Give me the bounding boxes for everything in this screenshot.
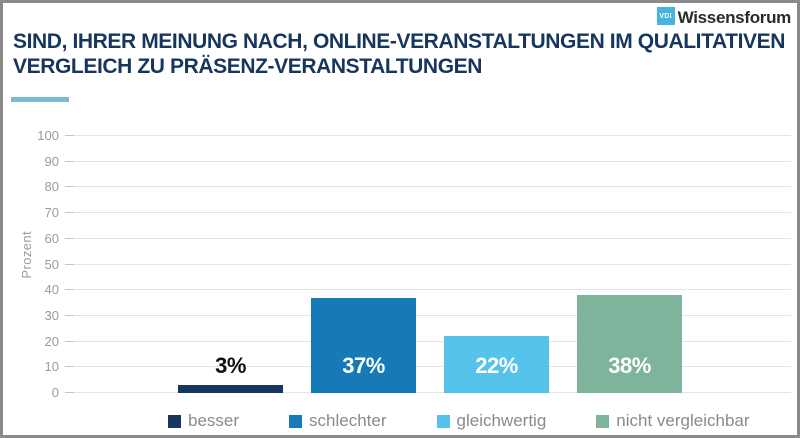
- legend-swatch-icon: [168, 414, 181, 428]
- page-title-line-1: SIND, IHRER MEINUNG NACH, ONLINE-VERANST…: [13, 30, 786, 53]
- y-tick-label: 90: [44, 153, 59, 169]
- legend-label: besser: [188, 411, 240, 430]
- gridline: [65, 135, 791, 136]
- legend-swatch-icon: [289, 414, 303, 428]
- gridline: [65, 186, 791, 188]
- y-tick-label: 10: [44, 359, 59, 375]
- gridline: [65, 314, 791, 316]
- legend-item-schlechter: schlechter: [289, 411, 387, 431]
- vdi-wissensforum-logo: VDI Wissensforum: [656, 7, 792, 28]
- y-tick-label: 40: [44, 282, 59, 298]
- y-tick-label: 0: [51, 385, 59, 400]
- bar-value-label: 37%: [342, 353, 385, 378]
- y-tick-label: 30: [44, 307, 59, 323]
- bar-gleichwertig: [444, 336, 549, 393]
- legend-label: schlechter: [309, 411, 387, 430]
- y-tick-label: 100: [37, 128, 59, 143]
- y-tick-label: 50: [44, 256, 59, 272]
- bar-nicht vergleichbar: [577, 295, 682, 393]
- y-tick-label: 80: [44, 179, 59, 195]
- bar-value-label: 38%: [608, 353, 651, 378]
- legend-swatch-icon: [596, 414, 610, 428]
- bar-besser: [178, 385, 283, 393]
- gridline: [65, 212, 791, 214]
- gridline: [65, 263, 791, 265]
- legend-swatch-icon: [436, 414, 450, 428]
- gridline: [65, 289, 791, 291]
- bar-value-label: 3%: [215, 353, 246, 378]
- gridline: [65, 340, 791, 342]
- vdi-logo-icon: VDI: [656, 7, 675, 25]
- legend-item-besser: besser: [168, 411, 239, 431]
- gridline: [65, 392, 791, 393]
- y-tick-label: 70: [44, 205, 59, 221]
- legend: besser schlechter gleichwertig nicht vergle…: [168, 411, 750, 431]
- title-accent-dash: [11, 97, 69, 102]
- gridline: [65, 366, 791, 368]
- legend-item-nicht-vergleichbar: nicht vergleichbar: [596, 411, 750, 431]
- gridline: [65, 237, 791, 239]
- bar-value-label: 22%: [475, 353, 518, 378]
- gridline: [65, 160, 791, 162]
- legend-label: gleichwertig: [456, 411, 547, 430]
- bar-schlechter: [311, 297, 416, 393]
- logo-text: Wissensforum: [677, 8, 792, 27]
- plot-area: 0 10 20 30 40 50 60 70 80 90 100 3% 37% 22% 38%: [37, 129, 791, 399]
- legend-label: nicht vergleichbar: [616, 411, 750, 430]
- legend-item-gleichwertig: gleichwertig: [436, 411, 547, 431]
- page-title-line-2: VERGLEICH ZU PRÄSENZ-VERANSTALTUNGEN: [13, 55, 483, 78]
- y-tick-label: 20: [44, 333, 59, 349]
- y-tick-label: 60: [44, 230, 59, 246]
- page-title: SIND, IHRER MEINUNG NACH, ONLINE-VERANST…: [13, 29, 785, 79]
